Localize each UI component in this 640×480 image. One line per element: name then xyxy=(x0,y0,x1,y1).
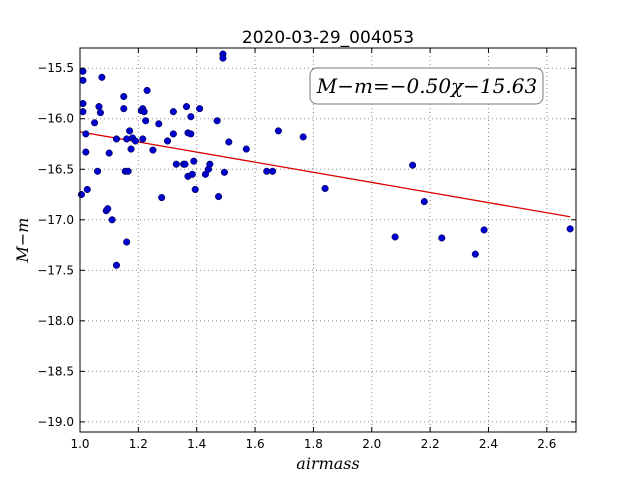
fit-line-layer xyxy=(79,131,571,218)
data-point xyxy=(213,117,221,125)
data-point xyxy=(187,130,195,138)
data-point xyxy=(274,127,282,135)
data-point xyxy=(163,137,172,145)
data-point xyxy=(79,100,87,108)
fit-line xyxy=(79,131,571,218)
y-axis-ticks: −15.5 −16.0 −16.5 −17.0 −17.5 −18.0 −18.5 −19.0 xyxy=(37,61,576,429)
y-tick-label: −16.0 xyxy=(37,112,74,126)
data-point xyxy=(187,113,195,121)
y-tick-label: −15.5 xyxy=(37,61,74,75)
data-point xyxy=(409,161,417,169)
y-tick-label: −16.5 xyxy=(37,162,74,176)
data-point xyxy=(79,67,87,75)
data-point xyxy=(82,148,90,156)
plot-frame xyxy=(79,47,577,433)
x-tick-label: 2.2 xyxy=(421,437,440,451)
data-point xyxy=(420,198,428,206)
data-point xyxy=(143,86,151,94)
data-point xyxy=(79,108,87,116)
data-point xyxy=(181,160,189,168)
data-point xyxy=(127,145,135,153)
data-point xyxy=(120,92,128,101)
x-tick-label: 2.6 xyxy=(537,437,556,451)
x-tick-label: 2.4 xyxy=(479,437,498,451)
data-point xyxy=(471,250,479,258)
data-point xyxy=(140,108,148,116)
data-point xyxy=(82,130,90,138)
data-point xyxy=(219,54,227,62)
data-point xyxy=(220,168,228,176)
data-point xyxy=(131,137,139,145)
data-point xyxy=(77,190,86,199)
data-point xyxy=(149,146,157,154)
data-point xyxy=(206,160,214,168)
data-point xyxy=(108,216,116,224)
y-axis-label: M−m xyxy=(13,218,32,264)
data-points xyxy=(77,50,574,269)
data-point xyxy=(142,117,150,125)
y-tick-label: −17.0 xyxy=(37,213,74,227)
data-point xyxy=(182,103,191,111)
data-point xyxy=(112,135,121,143)
data-point xyxy=(96,109,104,117)
data-point xyxy=(169,130,177,138)
annotation-box xyxy=(309,67,544,105)
x-tick-label: 2.0 xyxy=(362,437,381,451)
data-point xyxy=(225,138,233,146)
x-tick-label: 1.2 xyxy=(129,437,148,451)
y-tick-label: −17.5 xyxy=(37,263,74,277)
x-tick-label: 1.8 xyxy=(304,437,323,451)
data-point xyxy=(172,160,180,168)
data-point xyxy=(104,205,112,213)
data-point xyxy=(155,120,163,128)
data-point xyxy=(438,234,446,242)
data-point xyxy=(190,157,198,165)
data-point xyxy=(83,185,91,194)
data-point xyxy=(112,261,121,269)
data-point xyxy=(139,135,147,143)
data-point xyxy=(191,185,199,194)
data-point xyxy=(98,73,106,81)
data-point xyxy=(105,149,113,157)
y-tick-label: −19.0 xyxy=(37,415,74,429)
data-point xyxy=(566,225,574,233)
data-point xyxy=(242,145,250,153)
grid xyxy=(79,48,576,432)
annotation-text: M−m=−0.50χ−15.63 xyxy=(316,74,537,98)
y-tick-label: −18.5 xyxy=(37,364,74,378)
x-axis-ticks: 1.0 1.2 1.4 1.6 1.8 2.0 2.2 2.4 2.6 xyxy=(70,48,556,451)
data-point xyxy=(480,226,488,234)
x-tick-label: 1.6 xyxy=(246,437,265,451)
data-point xyxy=(91,119,99,127)
data-point xyxy=(215,192,223,201)
data-point xyxy=(95,103,103,111)
data-point xyxy=(123,135,131,143)
data-point xyxy=(169,108,177,116)
data-point xyxy=(93,167,102,175)
data-point xyxy=(124,167,132,175)
data-point xyxy=(321,184,329,193)
data-point xyxy=(123,238,131,246)
data-point xyxy=(120,105,128,113)
data-point xyxy=(158,194,166,202)
data-point xyxy=(299,133,307,141)
x-tick-label: 1.4 xyxy=(187,437,206,451)
x-axis-label: airmass xyxy=(296,454,359,473)
data-point xyxy=(79,76,87,84)
y-tick-label: −18.0 xyxy=(37,314,74,328)
chart-title: 2020-03-29_004053 xyxy=(242,28,414,48)
data-point xyxy=(391,233,399,241)
data-point xyxy=(196,105,204,113)
x-tick-label: 1.0 xyxy=(70,437,89,451)
fit-annotation: M−m=−0.50χ−15.63 xyxy=(309,67,544,105)
data-point xyxy=(188,170,196,178)
data-point xyxy=(269,167,277,175)
data-point xyxy=(126,127,134,135)
